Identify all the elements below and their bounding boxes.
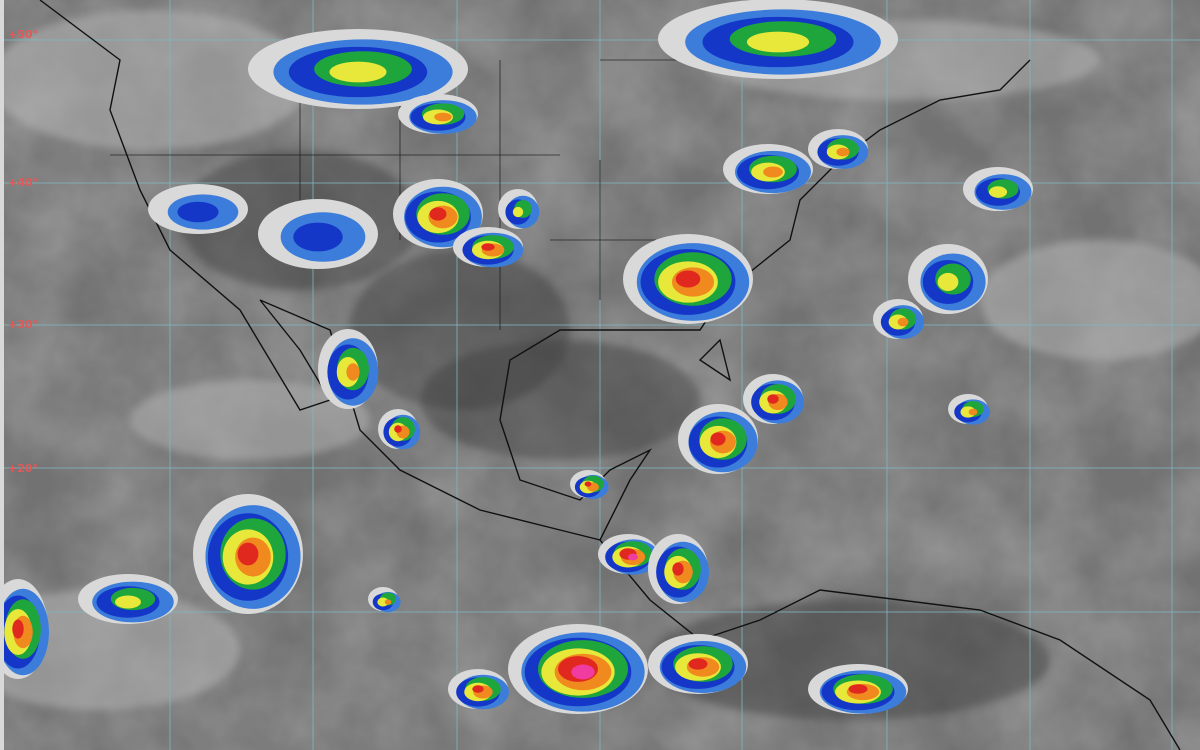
storm-cell-layer — [688, 658, 708, 670]
storm-cell-layer — [672, 562, 684, 576]
political-borders — [110, 59, 740, 330]
storm-cell-layer — [394, 425, 402, 433]
storm-cell-layer — [897, 317, 909, 327]
storm-cell-layer — [746, 31, 810, 53]
storm-cell-layer — [675, 270, 701, 288]
storm-cell-layer — [836, 147, 850, 157]
storm-cell-layer — [710, 432, 726, 446]
storm-cell-layer — [384, 599, 392, 605]
storm-cell-layer — [377, 597, 389, 607]
storm-cell-layer — [177, 201, 219, 223]
storm-cell-layer — [481, 243, 495, 251]
storm-cell-layer — [293, 222, 343, 252]
low-cloud — [130, 380, 370, 460]
storm-cell-layer — [472, 685, 484, 693]
latitude-label-50: +50° — [8, 28, 39, 41]
storm-cell-layer — [512, 206, 524, 218]
storm-cell-layer — [937, 272, 959, 292]
image-border — [0, 0, 4, 750]
clear-land-area — [650, 600, 1050, 720]
latitude-label-40: +40° — [8, 176, 39, 189]
storm-cell-layer — [767, 394, 779, 404]
low-cloud — [0, 590, 240, 710]
storm-cell-layer — [988, 186, 1008, 198]
latitude-label-20: +20° — [8, 462, 39, 475]
storm-cell-layer — [628, 553, 638, 561]
storm-cell-layer — [329, 61, 387, 83]
storm-cell-layer — [571, 664, 595, 680]
coastline — [39, 0, 1181, 750]
low-cloud — [0, 10, 310, 150]
storm-cell-layer — [237, 542, 259, 566]
storm-cell-layer — [848, 684, 868, 694]
storm-cell-layer — [763, 166, 783, 178]
storm-cell-layer — [115, 595, 141, 609]
storm-cell-layer — [346, 363, 360, 381]
storm-cell-layer — [429, 207, 447, 221]
low-cloud — [980, 240, 1200, 360]
latitude-label-30: +30° — [8, 318, 39, 331]
clear-land-area — [420, 340, 700, 460]
storm-cell-layer — [434, 112, 452, 122]
storm-cell-layer — [968, 408, 978, 416]
storm-cell-layer — [12, 619, 24, 639]
storm-cell-layer — [584, 481, 592, 487]
